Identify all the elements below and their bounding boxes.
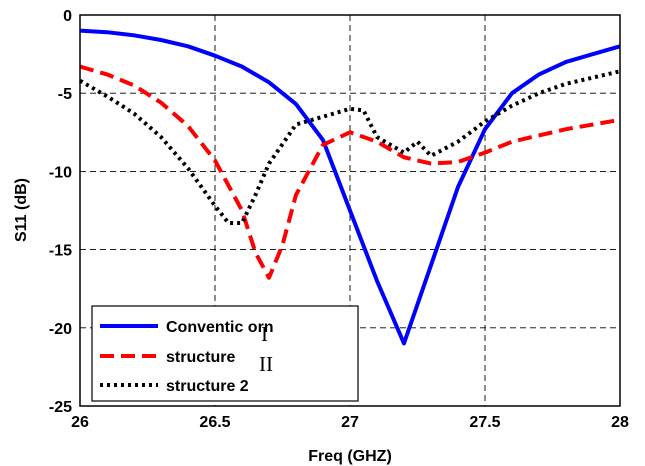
x-tick-label-1: 26.5 xyxy=(199,414,230,431)
legend-overlay-mark-2: II xyxy=(259,352,273,376)
legend-label-structure: structure xyxy=(166,349,235,366)
y-axis-title: S11 (dB) xyxy=(13,178,30,242)
y-tick-label-3: -15 xyxy=(49,243,72,260)
legend: Conventic orn structure structure 2 I II xyxy=(91,305,359,402)
x-tick-label-4: 28 xyxy=(611,414,629,431)
x-axis-title: Freq (GHZ) xyxy=(308,448,392,465)
y-tick-label-5: -25 xyxy=(49,399,72,416)
x-tick-label-3: 27.5 xyxy=(469,414,500,431)
series-line-structure xyxy=(79,64,621,280)
series-layer xyxy=(78,28,621,346)
axis-ticks: 26 26.5 27 27.5 28 0 -5 -10 -15 -20 -25 xyxy=(49,8,629,431)
x-tick-label-0: 26 xyxy=(71,414,89,431)
plot-frame xyxy=(79,14,621,407)
y-tick-label-4: -20 xyxy=(49,321,72,338)
legend-overlay-mark-1: I xyxy=(261,322,268,346)
y-tick-label-1: -5 xyxy=(58,86,72,103)
series-line-conventional xyxy=(79,28,621,346)
x-tick-label-2: 27 xyxy=(341,414,359,431)
y-tick-label-0: 0 xyxy=(63,8,72,25)
series-line-structure-2 xyxy=(78,69,621,225)
legend-label-conventional: Conventic orn xyxy=(166,319,274,336)
legend-label-structure-2: structure 2 xyxy=(166,378,249,395)
y-tick-label-2: -10 xyxy=(49,164,72,181)
